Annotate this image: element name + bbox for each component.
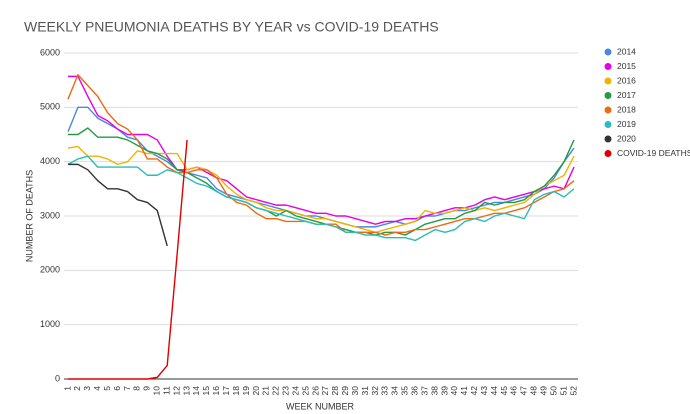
x-tick-label: 43 bbox=[479, 386, 489, 396]
legend-label: 2020 bbox=[617, 133, 636, 143]
x-tick-label: 10 bbox=[152, 386, 162, 396]
series-line bbox=[67, 145, 575, 233]
x-tick-label: 48 bbox=[529, 386, 539, 396]
x-tick-label: 15 bbox=[201, 386, 211, 396]
x-tick-label: 6 bbox=[112, 386, 122, 391]
x-tick-label: 24 bbox=[290, 386, 300, 396]
series-line bbox=[68, 139, 188, 380]
legend-swatch bbox=[604, 92, 612, 99]
y-axis-label: NUMBER OF DEATHS bbox=[24, 170, 34, 262]
x-tick-label: 18 bbox=[231, 386, 241, 396]
x-tick-label: 37 bbox=[419, 386, 429, 396]
x-tick-label: 49 bbox=[538, 386, 548, 396]
series-line bbox=[68, 127, 575, 236]
x-tick-label: 13 bbox=[181, 386, 191, 396]
x-tick-label: 21 bbox=[261, 386, 271, 396]
x-tick-label: 44 bbox=[489, 386, 499, 396]
y-tick-label: 3000 bbox=[40, 210, 60, 220]
legend-swatch bbox=[604, 106, 612, 114]
x-tick-label: 36 bbox=[410, 386, 420, 396]
x-tick-label: 2 bbox=[72, 386, 82, 391]
y-tick-label: 5000 bbox=[40, 102, 60, 112]
x-tick-label: 11 bbox=[161, 386, 171, 395]
x-tick-label: 20 bbox=[251, 386, 261, 396]
x-tick-label: 42 bbox=[469, 386, 479, 396]
x-tick-label: 22 bbox=[271, 386, 281, 396]
legend-label: 2018 bbox=[617, 104, 636, 114]
x-tick-label: 25 bbox=[300, 386, 310, 396]
legend-label: COVID-19 DEATHS bbox=[617, 148, 690, 158]
x-tick-label: 17 bbox=[221, 386, 231, 396]
legend-swatch bbox=[604, 150, 612, 157]
y-tick-label: 6000 bbox=[40, 47, 60, 57]
series-line bbox=[68, 163, 168, 247]
x-tick-label: 50 bbox=[548, 386, 558, 396]
x-tick-label: 38 bbox=[429, 386, 439, 396]
x-tick-label: 14 bbox=[191, 386, 201, 396]
y-tick-label: 1000 bbox=[40, 319, 60, 329]
x-tick-label: 16 bbox=[211, 386, 221, 396]
x-tick-label: 51 bbox=[558, 386, 568, 396]
series-line bbox=[68, 75, 575, 225]
legend-label: 2015 bbox=[617, 61, 636, 71]
x-axis-label: WEEK NUMBER bbox=[286, 401, 355, 411]
x-tick-label: 4 bbox=[92, 386, 102, 391]
x-tick-label: 9 bbox=[142, 386, 152, 391]
legend-label: 2014 bbox=[617, 46, 636, 56]
x-tick-label: 7 bbox=[122, 386, 132, 391]
x-tick-label: 27 bbox=[320, 386, 330, 396]
chart-title: WEEKLY PNEUMONIA DEATHS BY YEAR vs COVID… bbox=[24, 19, 439, 35]
y-tick-label: 2000 bbox=[40, 265, 60, 275]
x-tick-label: 1 bbox=[62, 386, 72, 391]
legend-swatch bbox=[604, 77, 612, 85]
legend-swatch bbox=[604, 63, 612, 70]
x-tick-label: 39 bbox=[439, 386, 449, 396]
legend-label: 2017 bbox=[617, 90, 636, 100]
x-tick-label: 46 bbox=[509, 386, 519, 396]
legend-swatch bbox=[604, 48, 612, 56]
x-tick-label: 45 bbox=[499, 386, 509, 396]
x-tick-label: 3 bbox=[82, 386, 92, 391]
y-tick-label: 4000 bbox=[40, 156, 60, 166]
x-tick-label: 28 bbox=[330, 386, 340, 396]
legend-swatch bbox=[604, 121, 612, 128]
series-line bbox=[67, 155, 575, 242]
x-tick-label: 8 bbox=[132, 386, 142, 391]
x-tick-label: 41 bbox=[459, 386, 469, 396]
x-tick-label: 40 bbox=[449, 386, 459, 396]
x-tick-label: 12 bbox=[171, 386, 181, 396]
x-tick-label: 23 bbox=[281, 386, 291, 396]
x-tick-label: 32 bbox=[370, 386, 380, 396]
x-tick-label: 31 bbox=[360, 386, 370, 396]
x-tick-label: 5 bbox=[102, 386, 112, 391]
y-tick-label: 0 bbox=[55, 373, 60, 383]
x-tick-label: 33 bbox=[380, 386, 390, 396]
x-tick-label: 29 bbox=[340, 386, 350, 396]
x-tick-label: 52 bbox=[568, 386, 578, 396]
x-tick-label: 30 bbox=[350, 386, 360, 396]
legend-label: 2016 bbox=[617, 75, 636, 85]
x-tick-label: 26 bbox=[310, 386, 320, 396]
x-tick-label: 47 bbox=[519, 386, 529, 396]
series-line bbox=[67, 74, 575, 236]
legend-label: 2019 bbox=[617, 119, 636, 129]
legend-swatch bbox=[604, 135, 612, 143]
x-tick-label: 35 bbox=[400, 386, 410, 396]
x-tick-label: 19 bbox=[241, 386, 251, 396]
x-tick-label: 34 bbox=[390, 386, 400, 396]
